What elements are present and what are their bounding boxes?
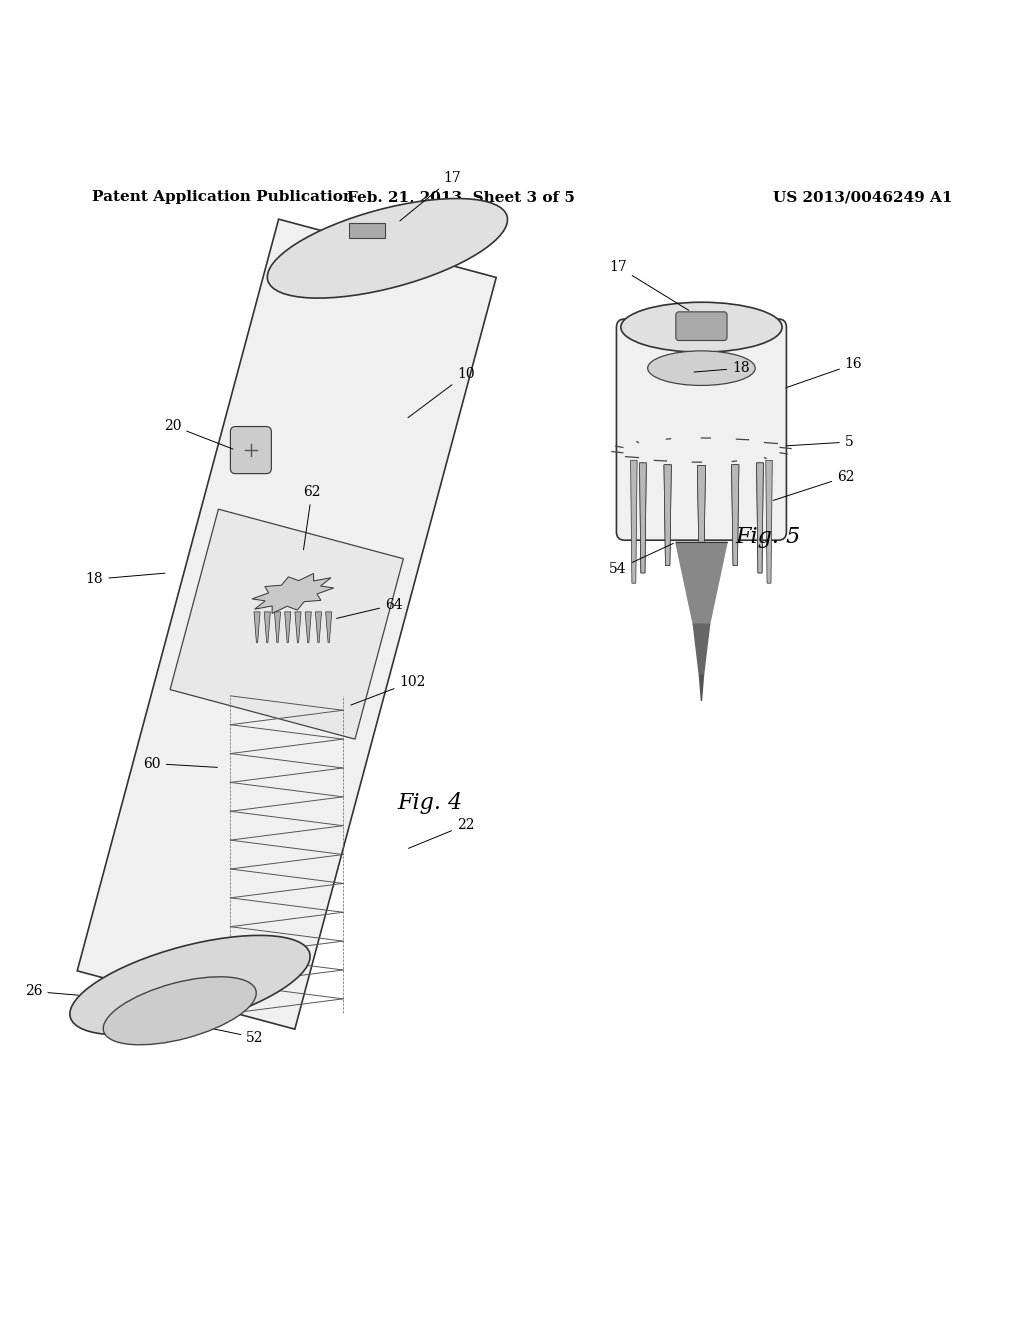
Polygon shape bbox=[731, 465, 739, 565]
Text: Fig. 5: Fig. 5 bbox=[735, 527, 801, 548]
Text: Fig. 4: Fig. 4 bbox=[397, 792, 463, 814]
FancyBboxPatch shape bbox=[230, 426, 271, 474]
Polygon shape bbox=[254, 612, 260, 643]
Polygon shape bbox=[326, 612, 332, 643]
Text: 102: 102 bbox=[351, 675, 426, 705]
Text: 16: 16 bbox=[786, 358, 862, 388]
Polygon shape bbox=[697, 466, 706, 562]
Polygon shape bbox=[274, 612, 281, 643]
Ellipse shape bbox=[267, 198, 508, 298]
Polygon shape bbox=[631, 461, 637, 583]
Polygon shape bbox=[170, 510, 403, 739]
Text: Patent Application Publication: Patent Application Publication bbox=[92, 190, 354, 205]
Text: US 2013/0046249 A1: US 2013/0046249 A1 bbox=[773, 190, 952, 205]
Text: 18: 18 bbox=[694, 362, 750, 375]
Polygon shape bbox=[305, 612, 311, 643]
Text: 22: 22 bbox=[409, 818, 474, 849]
Polygon shape bbox=[664, 465, 672, 565]
Polygon shape bbox=[252, 573, 334, 614]
Polygon shape bbox=[699, 676, 703, 701]
FancyBboxPatch shape bbox=[676, 312, 727, 341]
Polygon shape bbox=[731, 465, 739, 565]
Text: 54: 54 bbox=[609, 544, 674, 576]
Polygon shape bbox=[348, 223, 385, 238]
Text: 5: 5 bbox=[786, 436, 854, 449]
Polygon shape bbox=[766, 461, 772, 583]
Text: 62: 62 bbox=[773, 470, 855, 500]
Ellipse shape bbox=[103, 977, 256, 1045]
Text: 17: 17 bbox=[609, 260, 689, 310]
Polygon shape bbox=[757, 463, 763, 573]
Polygon shape bbox=[664, 465, 672, 565]
Ellipse shape bbox=[70, 936, 310, 1035]
Polygon shape bbox=[77, 219, 497, 1030]
Text: 10: 10 bbox=[408, 367, 474, 417]
Polygon shape bbox=[757, 463, 763, 573]
Polygon shape bbox=[693, 624, 710, 676]
Text: 20: 20 bbox=[164, 418, 232, 449]
Polygon shape bbox=[285, 612, 291, 643]
Text: 18: 18 bbox=[86, 572, 165, 586]
FancyBboxPatch shape bbox=[616, 319, 786, 540]
Ellipse shape bbox=[648, 351, 756, 385]
Polygon shape bbox=[640, 463, 646, 573]
Polygon shape bbox=[315, 612, 322, 643]
Ellipse shape bbox=[621, 302, 782, 352]
Text: 62: 62 bbox=[303, 486, 321, 549]
Text: 64: 64 bbox=[337, 598, 402, 618]
Text: 17: 17 bbox=[399, 170, 462, 220]
Polygon shape bbox=[264, 612, 270, 643]
Text: 60: 60 bbox=[143, 756, 217, 771]
Text: Feb. 21, 2013  Sheet 3 of 5: Feb. 21, 2013 Sheet 3 of 5 bbox=[347, 190, 574, 205]
Polygon shape bbox=[295, 612, 301, 643]
Text: 26: 26 bbox=[25, 985, 79, 998]
Polygon shape bbox=[676, 543, 727, 624]
Polygon shape bbox=[697, 466, 706, 562]
Polygon shape bbox=[640, 463, 646, 573]
Text: 52: 52 bbox=[203, 1027, 264, 1044]
